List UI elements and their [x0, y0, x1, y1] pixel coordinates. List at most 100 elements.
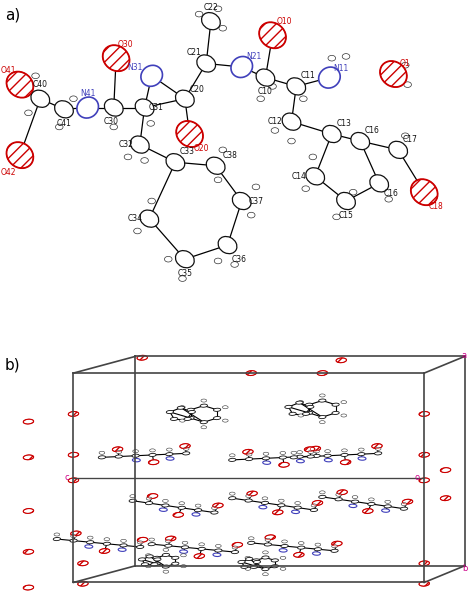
- Text: C34: C34: [128, 214, 143, 223]
- Text: C17: C17: [402, 135, 418, 144]
- Ellipse shape: [419, 412, 429, 416]
- Ellipse shape: [351, 500, 359, 503]
- Circle shape: [133, 450, 138, 453]
- Circle shape: [280, 451, 286, 455]
- Ellipse shape: [103, 45, 129, 71]
- Ellipse shape: [232, 542, 243, 547]
- Circle shape: [263, 551, 268, 554]
- Text: O1: O1: [400, 59, 410, 68]
- Ellipse shape: [23, 419, 34, 424]
- Ellipse shape: [115, 455, 122, 458]
- Ellipse shape: [85, 545, 93, 548]
- Circle shape: [99, 451, 105, 454]
- Ellipse shape: [319, 399, 326, 402]
- Circle shape: [166, 448, 172, 451]
- Circle shape: [349, 189, 357, 195]
- Ellipse shape: [411, 179, 438, 206]
- Circle shape: [298, 542, 304, 545]
- Circle shape: [201, 399, 207, 402]
- Ellipse shape: [401, 507, 408, 510]
- Ellipse shape: [151, 563, 158, 566]
- Text: O10: O10: [277, 16, 292, 26]
- Ellipse shape: [332, 412, 339, 415]
- Text: C12: C12: [267, 117, 283, 126]
- Ellipse shape: [31, 90, 50, 108]
- Ellipse shape: [312, 500, 323, 505]
- Text: N31: N31: [128, 63, 143, 72]
- Ellipse shape: [337, 490, 347, 495]
- Ellipse shape: [165, 536, 176, 541]
- Text: C35: C35: [177, 269, 192, 278]
- Ellipse shape: [187, 416, 194, 420]
- Circle shape: [183, 447, 189, 451]
- Circle shape: [311, 504, 317, 507]
- Ellipse shape: [137, 545, 144, 548]
- Circle shape: [104, 537, 109, 541]
- Ellipse shape: [262, 567, 269, 571]
- Circle shape: [309, 154, 317, 160]
- Circle shape: [333, 214, 340, 219]
- Ellipse shape: [180, 444, 190, 449]
- Ellipse shape: [218, 237, 237, 254]
- Text: C32: C32: [118, 140, 133, 149]
- Circle shape: [229, 492, 235, 495]
- Circle shape: [146, 565, 151, 568]
- Ellipse shape: [358, 452, 365, 456]
- Ellipse shape: [336, 358, 346, 363]
- Ellipse shape: [271, 559, 278, 562]
- Text: O20: O20: [194, 143, 209, 153]
- Ellipse shape: [188, 410, 195, 413]
- Circle shape: [222, 419, 228, 422]
- Circle shape: [116, 451, 122, 454]
- Circle shape: [315, 543, 321, 546]
- Ellipse shape: [130, 136, 149, 153]
- Ellipse shape: [262, 556, 269, 559]
- Ellipse shape: [137, 537, 148, 542]
- Ellipse shape: [162, 565, 170, 568]
- Circle shape: [149, 538, 155, 541]
- Ellipse shape: [319, 496, 326, 499]
- Circle shape: [263, 573, 268, 576]
- Ellipse shape: [23, 508, 34, 513]
- Text: C10: C10: [258, 87, 273, 96]
- Ellipse shape: [149, 454, 156, 457]
- Ellipse shape: [380, 61, 407, 87]
- Ellipse shape: [351, 133, 370, 150]
- Ellipse shape: [228, 497, 236, 500]
- Ellipse shape: [129, 499, 137, 502]
- Ellipse shape: [198, 547, 205, 550]
- Ellipse shape: [71, 531, 81, 536]
- Ellipse shape: [259, 22, 286, 48]
- Circle shape: [165, 540, 171, 543]
- Ellipse shape: [211, 511, 218, 514]
- Circle shape: [163, 499, 168, 502]
- Circle shape: [319, 421, 325, 424]
- Text: o: o: [415, 473, 419, 482]
- Circle shape: [263, 452, 269, 455]
- Ellipse shape: [238, 561, 245, 564]
- Circle shape: [163, 570, 169, 573]
- Circle shape: [146, 497, 152, 500]
- Ellipse shape: [178, 506, 185, 510]
- Ellipse shape: [278, 503, 285, 507]
- Text: C31: C31: [149, 103, 164, 112]
- Circle shape: [319, 491, 325, 494]
- Circle shape: [401, 133, 409, 139]
- Circle shape: [87, 536, 93, 539]
- Circle shape: [55, 124, 63, 130]
- Circle shape: [314, 450, 319, 453]
- Ellipse shape: [319, 67, 340, 88]
- Circle shape: [70, 96, 77, 102]
- Circle shape: [54, 533, 60, 536]
- Circle shape: [148, 198, 155, 204]
- Ellipse shape: [180, 550, 188, 553]
- Ellipse shape: [147, 494, 158, 499]
- Ellipse shape: [324, 458, 332, 462]
- Ellipse shape: [153, 562, 160, 565]
- Circle shape: [150, 449, 155, 452]
- Ellipse shape: [253, 559, 260, 562]
- Ellipse shape: [282, 113, 301, 130]
- Ellipse shape: [171, 417, 178, 421]
- Ellipse shape: [78, 561, 88, 565]
- Circle shape: [295, 502, 301, 505]
